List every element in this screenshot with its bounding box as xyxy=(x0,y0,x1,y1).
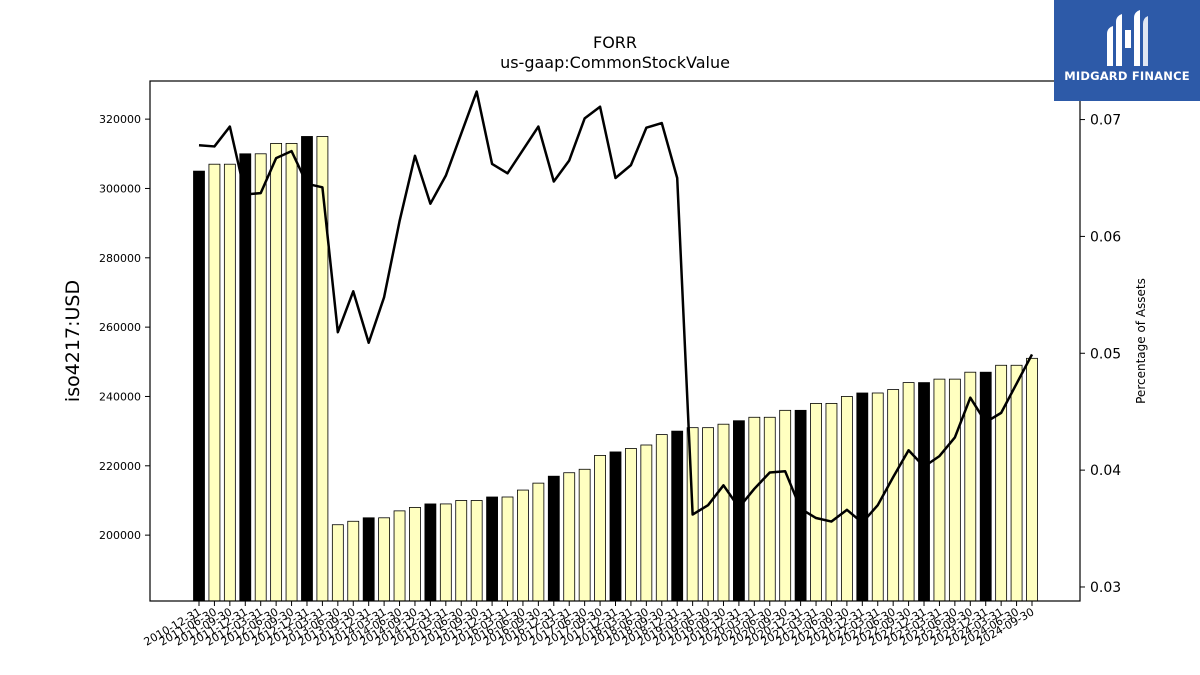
bar xyxy=(948,378,961,602)
bar xyxy=(933,378,946,602)
bar-series xyxy=(193,136,1038,602)
bar xyxy=(393,510,406,602)
bar xyxy=(655,434,668,602)
bar xyxy=(285,142,298,602)
y-tick-label: 260000 xyxy=(99,321,141,334)
bar xyxy=(501,496,514,602)
bar xyxy=(455,500,468,602)
right-y-axis: 0.03 0.04 0.05 0.06 0.07 xyxy=(1080,113,1121,596)
bar xyxy=(578,468,591,602)
bar xyxy=(840,396,853,602)
bar xyxy=(532,482,545,602)
bar xyxy=(733,420,745,602)
bar xyxy=(424,503,437,602)
y-tick-label-right: 0.06 xyxy=(1090,229,1121,245)
bar xyxy=(779,409,792,602)
bar xyxy=(717,423,730,602)
bar xyxy=(239,153,252,602)
bar xyxy=(1026,357,1038,602)
bar xyxy=(301,136,313,602)
bar xyxy=(902,382,915,602)
y-tick-label-right: 0.04 xyxy=(1090,463,1121,479)
y-axis-label-left: iso4217:USD xyxy=(62,280,84,402)
bar xyxy=(331,524,344,602)
y-tick-label: 320000 xyxy=(99,113,141,126)
line-series xyxy=(198,90,1034,524)
y-tick-label-right: 0.07 xyxy=(1090,113,1121,129)
bar xyxy=(609,451,622,602)
bar xyxy=(995,364,1008,602)
bar xyxy=(887,389,900,602)
bar xyxy=(193,170,205,602)
bar xyxy=(362,517,375,602)
bar xyxy=(748,416,761,602)
bar xyxy=(1010,364,1023,602)
chart-subtitle: us-gaap:CommonStockValue xyxy=(500,53,730,72)
bar xyxy=(270,142,283,602)
bar xyxy=(763,416,776,602)
chart-title: FORR xyxy=(593,33,637,52)
bar xyxy=(563,472,576,602)
bar xyxy=(409,506,421,602)
bar xyxy=(918,382,930,602)
y-tick-label: 200000 xyxy=(99,529,141,542)
bar xyxy=(347,520,360,602)
bar xyxy=(640,444,653,602)
bar xyxy=(439,503,452,602)
y-tick-label: 280000 xyxy=(99,252,141,265)
bar xyxy=(979,371,992,602)
brand-name: MIDGARD FINANCE xyxy=(1064,69,1190,83)
brand-logo: MIDGARD FINANCE xyxy=(1054,0,1200,101)
bar xyxy=(594,454,606,602)
x-axis: 2010-12-312011-06-302011-09-302011-12-31… xyxy=(142,601,1037,649)
bar xyxy=(671,430,684,602)
y-axis-label-right: Percentage of Assets xyxy=(1134,278,1148,404)
bar xyxy=(316,136,329,602)
y-tick-label: 220000 xyxy=(99,460,141,473)
bar xyxy=(208,163,221,602)
y-tick-label: 300000 xyxy=(99,182,141,195)
percentage-line xyxy=(198,90,1034,524)
bar xyxy=(470,500,483,602)
bar xyxy=(825,402,838,602)
bar xyxy=(702,427,714,602)
bar xyxy=(517,489,529,602)
y-tick-label: 240000 xyxy=(99,390,141,403)
bar xyxy=(810,402,822,602)
bar xyxy=(378,517,391,602)
midgard-logo-icon xyxy=(1107,10,1148,66)
bar xyxy=(486,496,498,602)
bar xyxy=(254,153,267,602)
y-tick-label-right: 0.05 xyxy=(1090,346,1121,362)
bar xyxy=(547,475,560,602)
left-y-axis: 200000 220000 240000 260000 280000 300000 3200… xyxy=(99,113,150,542)
bar xyxy=(625,448,637,602)
bar xyxy=(223,163,236,602)
y-tick-label-right: 0.03 xyxy=(1090,580,1121,596)
bar xyxy=(856,392,869,602)
